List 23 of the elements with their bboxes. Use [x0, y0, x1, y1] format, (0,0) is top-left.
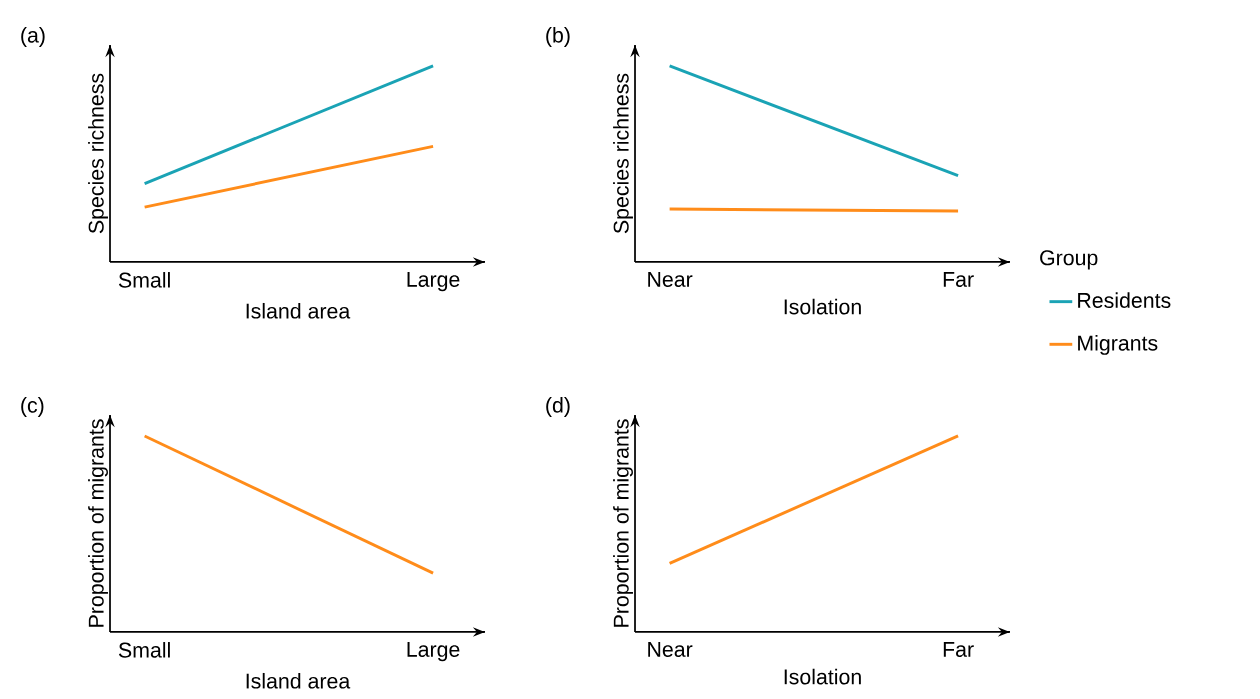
- y-axis-title: Proportion of migrants: [88, 419, 108, 627]
- legend-title: Group: [1040, 250, 1098, 270]
- x-axis-title: Island area: [246, 672, 351, 689]
- legend-label: Residents: [1078, 292, 1171, 308]
- chart-title: (c): [21, 397, 44, 417]
- x-tick-label: Large: [407, 272, 460, 292]
- y-axis-title: Proportion of migrants: [613, 419, 633, 627]
- x-axis-title: Isolation: [784, 298, 861, 315]
- y-axis-title: Species richness: [613, 73, 633, 234]
- x-axis-title: Isolation: [784, 668, 861, 685]
- x-tick-label: Far: [943, 642, 974, 657]
- x-tick-label: Large: [407, 642, 460, 662]
- x-axis-title: Island area: [246, 302, 351, 319]
- x-tick-label: Small: [118, 272, 170, 288]
- x-tick-label: Far: [943, 272, 974, 287]
- legend-label: Migrants: [1078, 334, 1158, 355]
- chart-title: (d): [546, 397, 570, 417]
- chart-title: (a): [21, 27, 45, 47]
- x-tick-label: Small: [118, 642, 170, 658]
- chart-title: (b): [546, 27, 570, 47]
- y-axis-title: Species richness: [88, 73, 108, 234]
- x-tick-label: Near: [648, 272, 693, 287]
- x-tick-label: Near: [648, 642, 693, 657]
